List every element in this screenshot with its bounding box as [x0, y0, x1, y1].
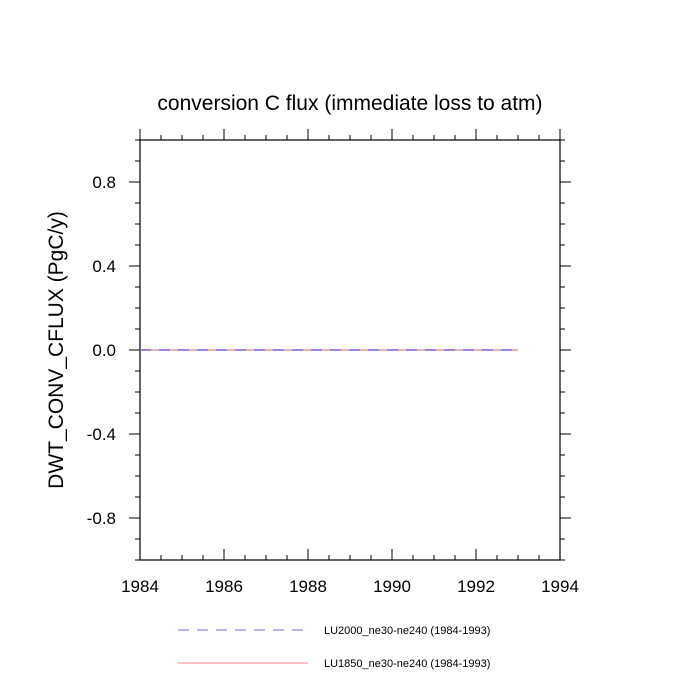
x-tick-label: 1990: [373, 577, 411, 596]
x-tick-label: 1994: [541, 577, 579, 596]
chart-title: conversion C flux (immediate loss to atm…: [157, 92, 542, 115]
x-tick-label: 1984: [121, 577, 159, 596]
y-tick-label: 0.8: [92, 173, 116, 192]
x-tick-label: 1992: [457, 577, 495, 596]
y-tick-label: 0.0: [92, 341, 116, 360]
legend-label-0: LU2000_ne30-ne240 (1984-1993): [324, 625, 490, 637]
x-tick-label: 1986: [205, 577, 243, 596]
legend-label-1: LU1850_ne30-ne240 (1984-1993): [324, 658, 490, 670]
y-tick-label: -0.8: [87, 509, 116, 528]
y-tick-label: 0.4: [92, 257, 116, 276]
x-tick-label: 1988: [289, 577, 327, 596]
y-axis-label: DWT_CONV_CFLUX (PgC/y): [45, 211, 68, 489]
legend: LU2000_ne30-ne240 (1984-1993) LU1850_ne30…: [178, 625, 490, 670]
y-tick-label: -0.4: [87, 425, 116, 444]
axes: 1984 1986 1988 1990 1992 1994 0.8 0.4 0.0 -0.4 -0.…: [87, 129, 579, 596]
